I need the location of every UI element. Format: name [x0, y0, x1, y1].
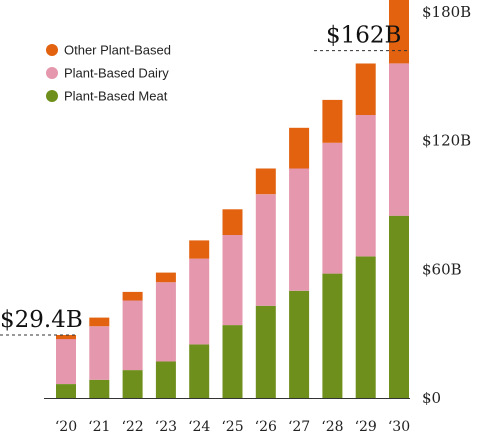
bar-segment-plant-based-meat-2 — [122, 370, 143, 398]
bar-segment-plant-based-dairy-0 — [56, 339, 76, 384]
bar-segment-plant-based-dairy-5 — [222, 235, 243, 326]
bar-segment-plant-based-meat-10 — [389, 215, 409, 398]
legend-swatch — [46, 90, 58, 102]
bar-segment-other-plant-based-6 — [255, 168, 276, 195]
bar-segment-other-plant-based-10 — [389, 0, 409, 64]
annotation-label: $29.4B — [0, 307, 83, 333]
x-tick-label: ‘26 — [255, 419, 277, 435]
legend-label: Plant-Based Meat — [64, 89, 168, 104]
x-tick-label: ‘20 — [55, 419, 77, 435]
bar-segment-other-plant-based-2 — [122, 291, 143, 301]
x-tick-label: ‘25 — [221, 419, 243, 435]
bar-segment-other-plant-based-0 — [56, 335, 76, 340]
bar-segment-plant-based-meat-3 — [155, 361, 176, 398]
bar-segment-plant-based-meat-7 — [289, 290, 310, 398]
bar-segment-plant-based-meat-5 — [222, 325, 243, 398]
bars — [56, 0, 409, 398]
x-tick-label: ‘21 — [88, 419, 110, 435]
bar-segment-plant-based-dairy-2 — [122, 300, 143, 371]
bar-segment-plant-based-dairy-6 — [255, 194, 276, 306]
annotations: $29.4B $162B — [0, 23, 409, 336]
bar-segment-other-plant-based-9 — [355, 63, 376, 115]
x-tick-label: ‘24 — [188, 419, 210, 435]
x-tick-label: ‘27 — [288, 419, 310, 435]
bar-segment-plant-based-dairy-1 — [89, 326, 110, 380]
bar-segment-other-plant-based-1 — [89, 317, 110, 327]
legend-swatch — [46, 44, 58, 56]
bar-segment-plant-based-dairy-9 — [355, 114, 376, 257]
y-tick-label: $60B — [422, 260, 462, 278]
y-tick-label: $120B — [422, 132, 471, 150]
bar-segment-plant-based-meat-0 — [56, 384, 76, 398]
bar-segment-plant-based-dairy-3 — [155, 282, 176, 362]
bar-segment-other-plant-based-5 — [222, 209, 243, 235]
x-tick-label: ‘22 — [121, 419, 143, 435]
legend-label: Other Plant-Based — [64, 43, 171, 58]
legend-swatch — [46, 67, 58, 79]
annotation-label: $162B — [326, 23, 401, 49]
x-tick-label: ‘29 — [355, 419, 377, 435]
bar-segment-plant-based-meat-4 — [189, 344, 210, 398]
bar-segment-other-plant-based-3 — [155, 272, 176, 283]
bar-segment-other-plant-based-4 — [189, 240, 210, 259]
y-axis: $180B $120B $60B $0 — [422, 3, 471, 407]
bar-segment-other-plant-based-8 — [322, 99, 343, 143]
x-tick-label: ‘30 — [388, 419, 410, 435]
bar-segment-plant-based-dairy-4 — [189, 258, 210, 345]
bar-segment-plant-based-dairy-8 — [322, 142, 343, 274]
bar-segment-plant-based-dairy-7 — [289, 168, 310, 291]
x-tick-label: ‘23 — [155, 419, 177, 435]
y-tick-label: $180B — [422, 3, 471, 21]
legend-label: Plant-Based Dairy — [64, 66, 169, 81]
legend: Other Plant-Based Plant-Based Dairy Plant-… — [46, 43, 171, 104]
bar-segment-plant-based-dairy-10 — [389, 63, 409, 216]
bar-segment-plant-based-meat-9 — [355, 256, 376, 398]
bar-segment-other-plant-based-7 — [289, 127, 310, 169]
x-tick-label: ‘28 — [321, 419, 343, 435]
bar-segment-plant-based-meat-8 — [322, 273, 343, 398]
y-tick-label: $0 — [422, 389, 441, 407]
bar-segment-plant-based-meat-1 — [89, 379, 110, 398]
x-axis: ‘20 ‘21 ‘22 ‘23 ‘24 ‘25 ‘26 ‘27 ‘28 ‘29 ‘30 — [44, 398, 410, 435]
bar-segment-plant-based-meat-6 — [255, 305, 276, 398]
